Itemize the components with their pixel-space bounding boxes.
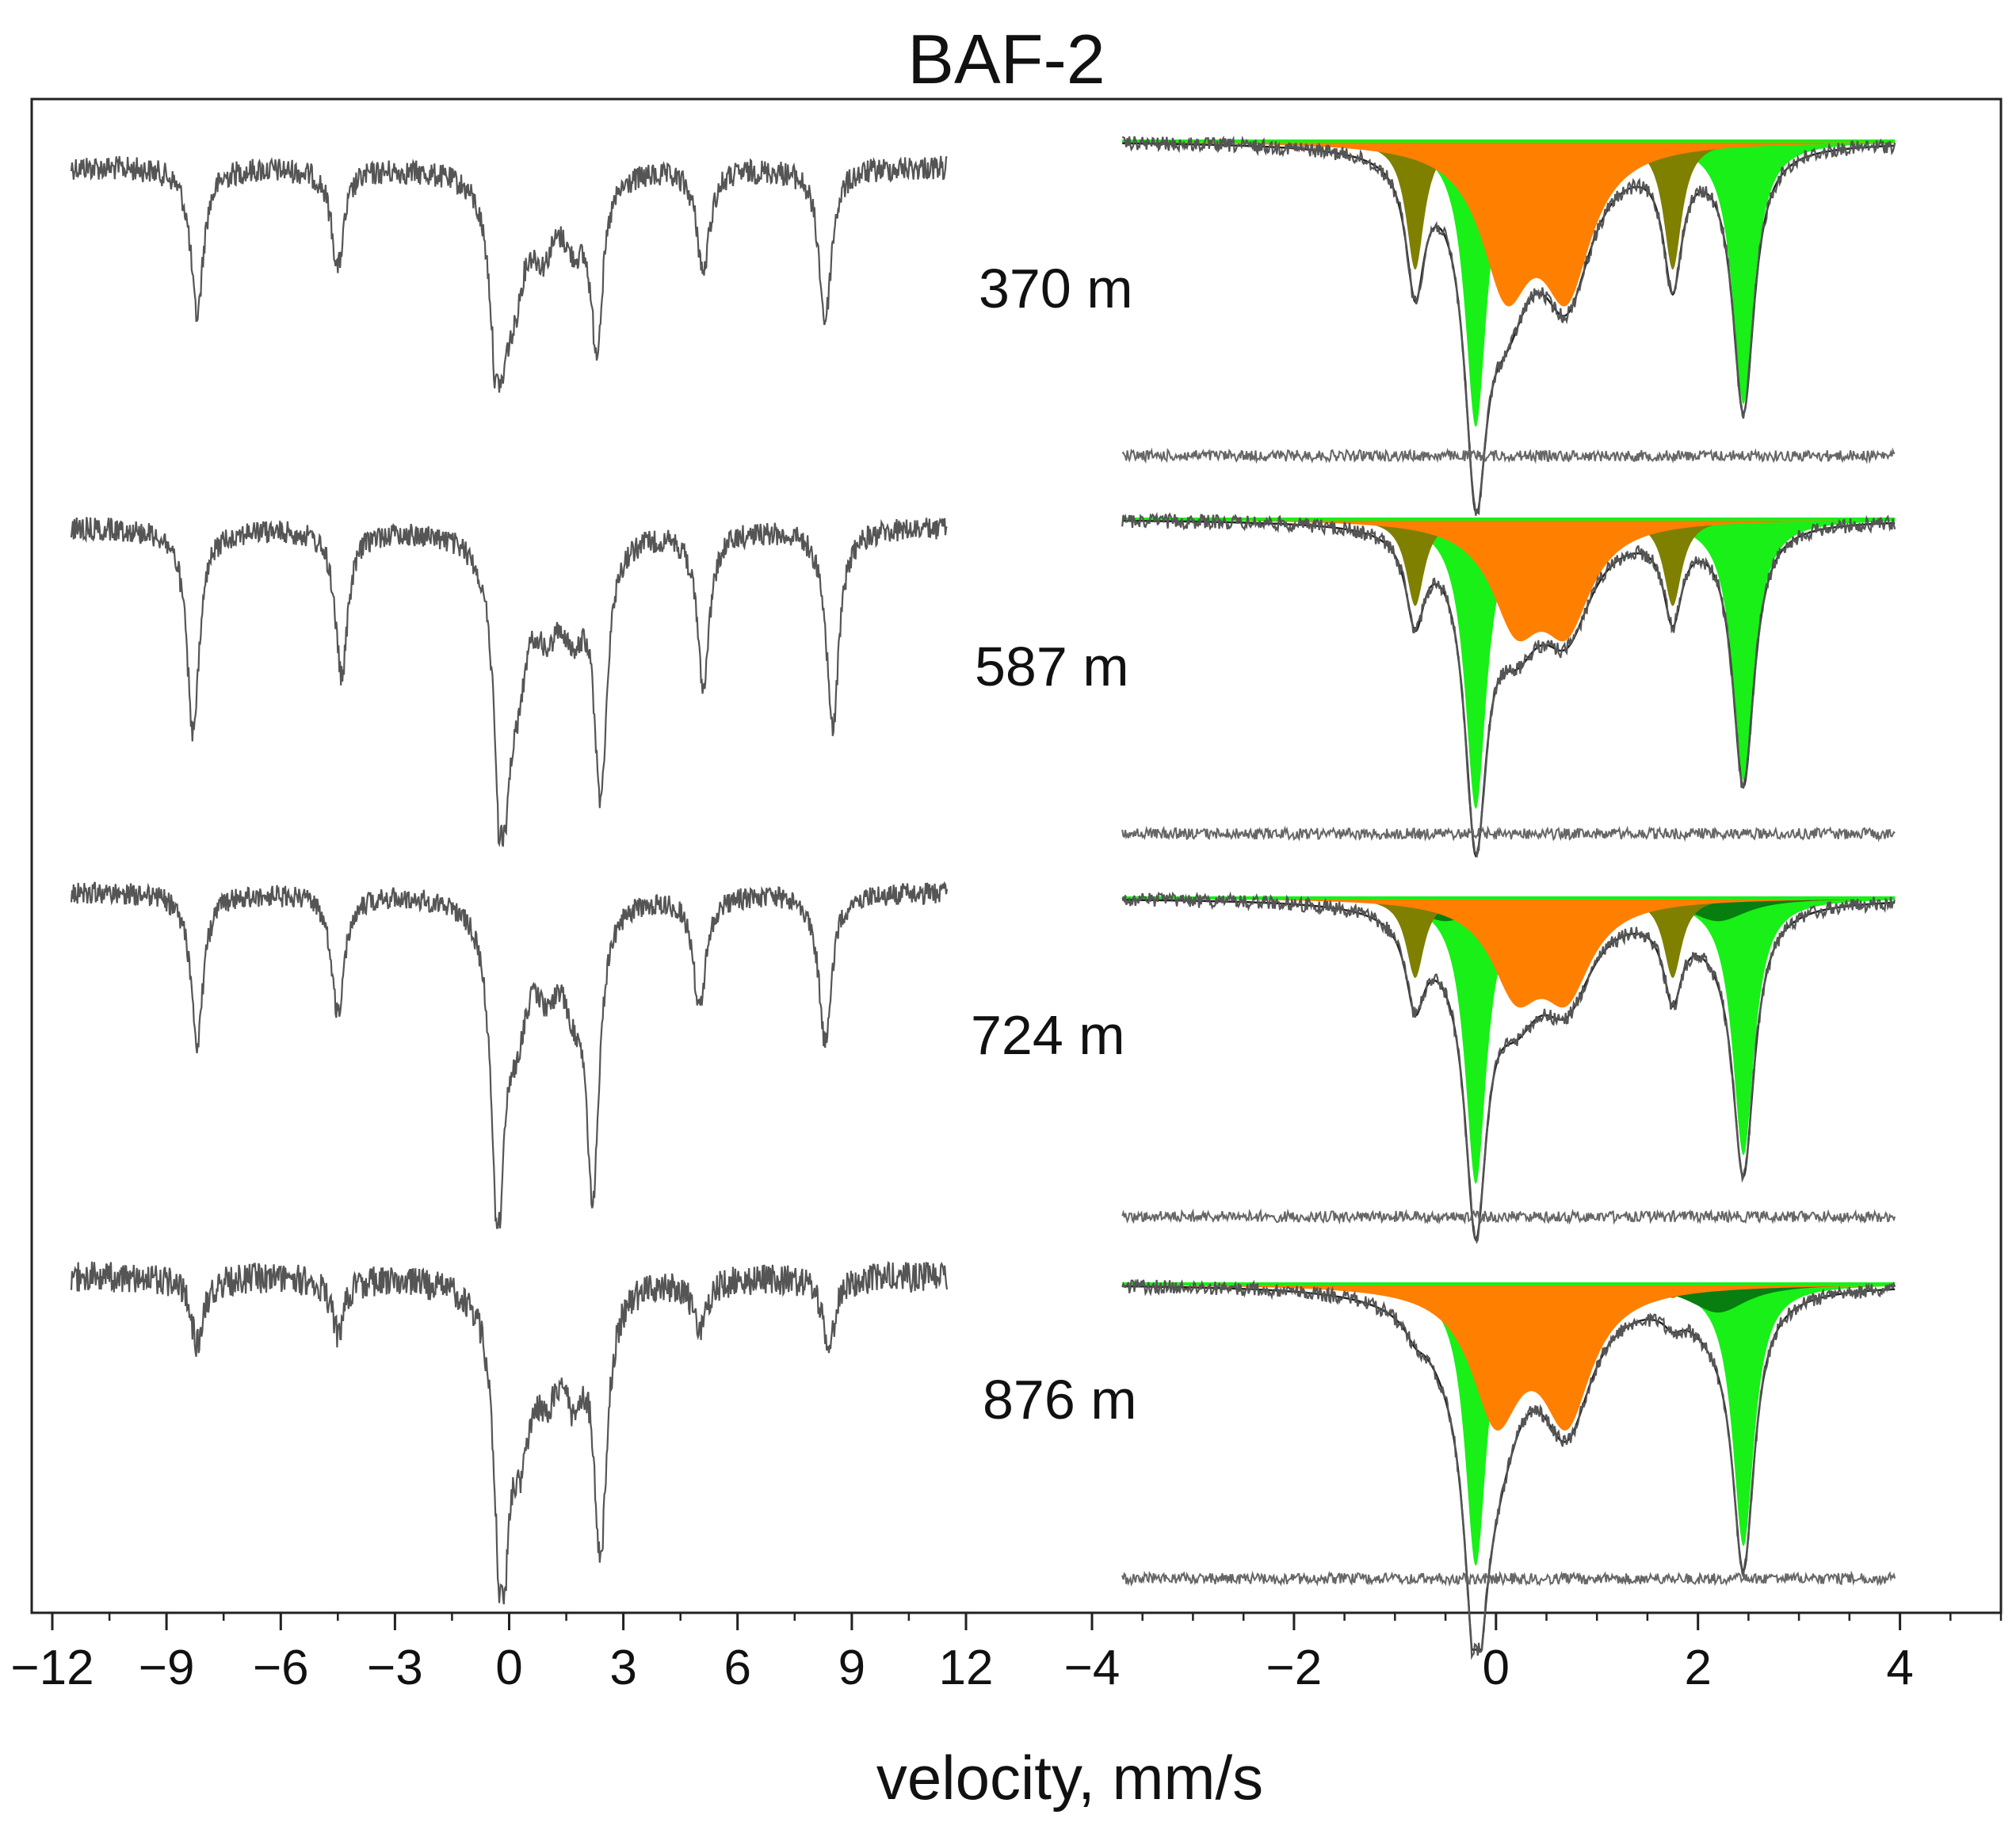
- depth-label-370: 370 m: [979, 258, 1133, 319]
- plot-frame: [30, 97, 2003, 1614]
- chart-title: BAF-2: [907, 20, 1105, 98]
- spectrum-876m-green-doublet-fill: [1122, 1284, 1896, 1566]
- spectra-layer: [70, 135, 1896, 1660]
- spectrum-370m-wide-data: [70, 155, 948, 393]
- spectrum-370m-green-doublet-fill: [1122, 141, 1896, 427]
- spectrum-876m-narrow-data: [1121, 1278, 1896, 1660]
- spectrum-587m-residual: [1121, 825, 1896, 842]
- spectrum-876m-residual: [1121, 1570, 1896, 1587]
- spectrum-876m-wide-data: [70, 1260, 949, 1605]
- spectrum-724m-orange-doublet-fill: [1122, 898, 1896, 1008]
- depth-labels: 370 m 587 m 724 m 876 m: [971, 258, 1137, 1431]
- spectrum-370m-narrow-data: [1121, 135, 1896, 516]
- x-axis-title: velocity, mm/s: [876, 1743, 1263, 1813]
- x-tick-label: 0: [1483, 1641, 1510, 1695]
- spectrum-876m-orange-doublet-fill: [1122, 1284, 1896, 1431]
- spectrum-587m-narrow-data: [1121, 512, 1896, 858]
- spectrum-370m-orange-doublet-fill: [1122, 141, 1896, 307]
- x-tick-label: −3: [367, 1641, 423, 1695]
- x-axis: −12 −9 −6 −3 0 3 6 9 12 −4 −2 0 2 4: [10, 1613, 2003, 1695]
- x-tick-label: 9: [838, 1641, 865, 1695]
- x-tick-label: 3: [609, 1641, 636, 1695]
- x-tick-label: −6: [253, 1641, 309, 1695]
- depth-label-587: 587 m: [975, 636, 1129, 697]
- spectrum-587m-wide-data: [70, 517, 948, 847]
- x-tick-label: −2: [1266, 1641, 1323, 1695]
- spectrum-724m-residual: [1121, 1208, 1896, 1225]
- depth-label-724: 724 m: [971, 1004, 1125, 1066]
- x-tick-label: −12: [10, 1641, 94, 1695]
- x-tick-label: 12: [939, 1641, 994, 1695]
- spectrum-724m-green-doublet-fill: [1122, 898, 1896, 1184]
- spectrum-724m-narrow-data: [1121, 891, 1896, 1244]
- depth-label-876: 876 m: [983, 1369, 1137, 1431]
- spectrum-724m-wide-data: [70, 881, 949, 1229]
- x-tick-label: 0: [495, 1641, 522, 1695]
- x-tick-label: 6: [724, 1641, 750, 1695]
- x-tick-label: 2: [1684, 1641, 1711, 1695]
- x-tick-label: −9: [139, 1641, 195, 1695]
- spectrum-370m-residual: [1121, 447, 1896, 464]
- spectrum-587m-green-doublet-fill: [1122, 519, 1896, 809]
- x-tick-label: 4: [1886, 1641, 1913, 1695]
- spectrum-587m-orange-doublet-fill: [1122, 519, 1896, 642]
- x-tick-label: −4: [1064, 1641, 1121, 1695]
